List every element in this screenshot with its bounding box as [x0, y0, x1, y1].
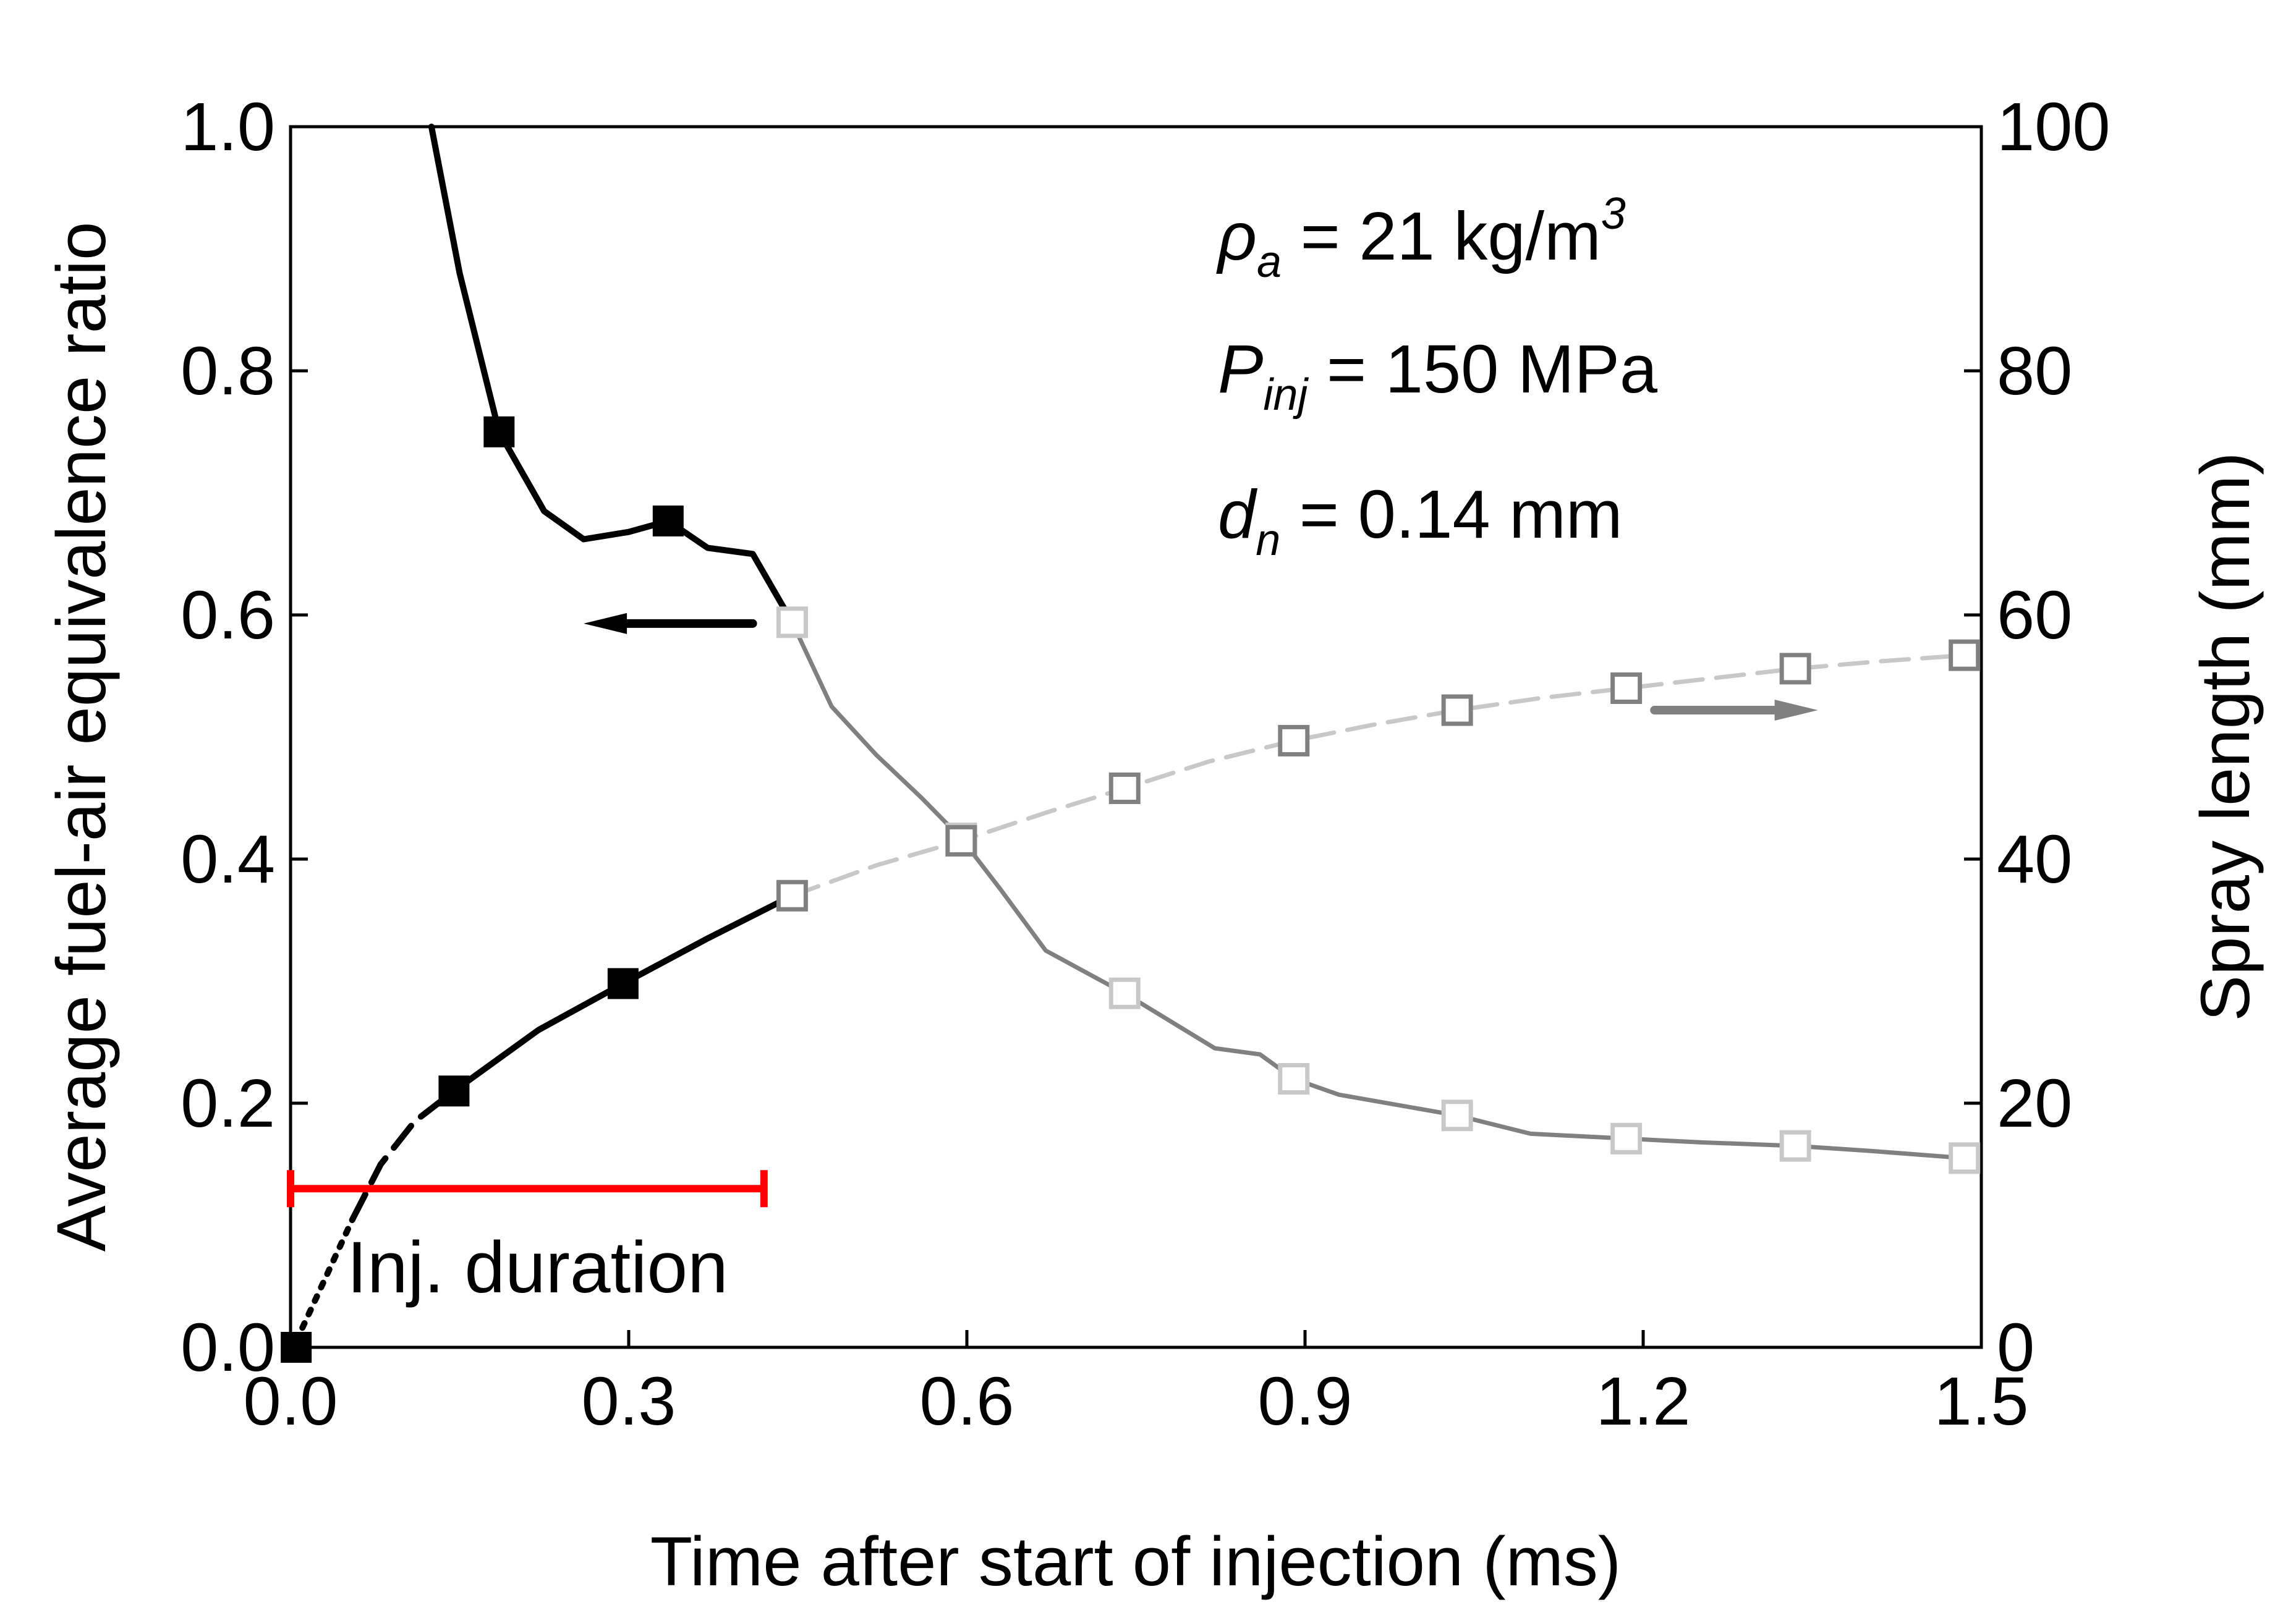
parameter-annotations: ρa = 21 kg/m3 Pinj = 150 MPa dn = 0.14 m…: [1216, 189, 1658, 565]
plot-frame: [289, 125, 1983, 1349]
series-layer: [281, 124, 1981, 1363]
data-point-marker: [281, 1332, 312, 1363]
nozzle-symbol: d: [1218, 477, 1258, 553]
y-left-tick-label: 0.8: [181, 333, 275, 409]
x-tick-label: 1.5: [1934, 1363, 2029, 1439]
nozzle-annotation: dn = 0.14 mm: [1218, 477, 1623, 565]
x-tick-label: 0.3: [582, 1363, 676, 1439]
y-right-tick-label: 20: [1997, 1066, 2072, 1142]
y-left-tick-label: 0.4: [181, 821, 275, 897]
rho-value: = 21 kg/m: [1282, 198, 1601, 274]
data-point-marker: [1278, 1063, 1310, 1095]
injection-duration-label: Inj. duration: [347, 1227, 728, 1308]
y-left-tick-label: 0.0: [181, 1310, 275, 1386]
rho-annotation: ρa = 21 kg/m3: [1216, 189, 1626, 287]
data-point-marker: [1441, 1099, 1473, 1132]
x-tick-label: 0.9: [1258, 1363, 1353, 1439]
pressure-subscript: inj: [1263, 370, 1309, 420]
y-right-tick-label: 60: [1997, 577, 2072, 653]
pressure-value: = 150 MPa: [1307, 331, 1657, 407]
data-point-marker: [438, 1075, 470, 1107]
pressure-symbol: P: [1218, 331, 1263, 407]
pressure-annotation: Pinj = 150 MPa: [1218, 331, 1658, 420]
data-point-marker: [483, 416, 515, 447]
data-point-marker: [1108, 772, 1141, 804]
y-right-tick-label: 40: [1997, 821, 2072, 897]
rho-superscript: 3: [1601, 189, 1626, 239]
series-line-0: [428, 124, 796, 625]
y-right-tick-label: 0: [1997, 1310, 2035, 1386]
data-point-marker: [945, 824, 977, 857]
y-right-axis-title: Spray length (mm): [2187, 452, 2264, 1021]
x-tick-label: 1.2: [1596, 1363, 1691, 1439]
data-point-marker: [1108, 977, 1141, 1009]
data-point-marker: [1949, 1142, 1981, 1174]
data-point-marker: [776, 606, 808, 638]
y-right-tick-label: 80: [1997, 333, 2072, 409]
nozzle-value: = 0.14 mm: [1280, 477, 1622, 553]
y-right-tick-label: 100: [1997, 89, 2111, 165]
x-tick-label: 0.0: [244, 1363, 338, 1439]
y-left-axis-title: Average fuel-air equivalence ratio: [43, 222, 120, 1252]
rho-subscript: a: [1257, 237, 1282, 287]
rho-symbol: ρ: [1216, 198, 1257, 274]
series-line-1: [789, 620, 1967, 1161]
data-point-marker: [1779, 1130, 1811, 1162]
data-point-marker: [1441, 694, 1473, 726]
series-line-2: [293, 1216, 356, 1345]
y-left-tick-label: 0.2: [181, 1066, 275, 1142]
nozzle-subscript: n: [1256, 515, 1280, 565]
data-point-marker: [1610, 672, 1643, 704]
left-axis-arrow-head: [584, 612, 627, 634]
data-point-marker: [1610, 1122, 1643, 1155]
data-point-marker: [1278, 724, 1310, 756]
data-point-marker: [1949, 639, 1981, 671]
data-point-marker: [1779, 653, 1811, 685]
series-line-5: [789, 653, 1967, 898]
y-left-tick-label: 1.0: [181, 89, 275, 165]
axis-arrows: [584, 612, 1818, 721]
x-tick-label: 0.6: [920, 1363, 1014, 1439]
data-point-marker: [607, 968, 639, 999]
data-point-marker: [776, 879, 808, 912]
x-axis-title: Time after start of injection (ms): [650, 1523, 1621, 1600]
axis-ticks: 0.0 0.3 0.6 0.9 1.2 1.5 0.0 0.2 0.4 0.6 0.8 1.0 0 20 4…: [181, 89, 2110, 1439]
series-line-3: [349, 1088, 457, 1222]
right-axis-arrow-head: [1774, 700, 1818, 721]
data-point-marker: [652, 505, 684, 536]
y-left-tick-label: 0.6: [181, 577, 275, 653]
injection-duration: Inj. duration: [287, 1170, 768, 1308]
